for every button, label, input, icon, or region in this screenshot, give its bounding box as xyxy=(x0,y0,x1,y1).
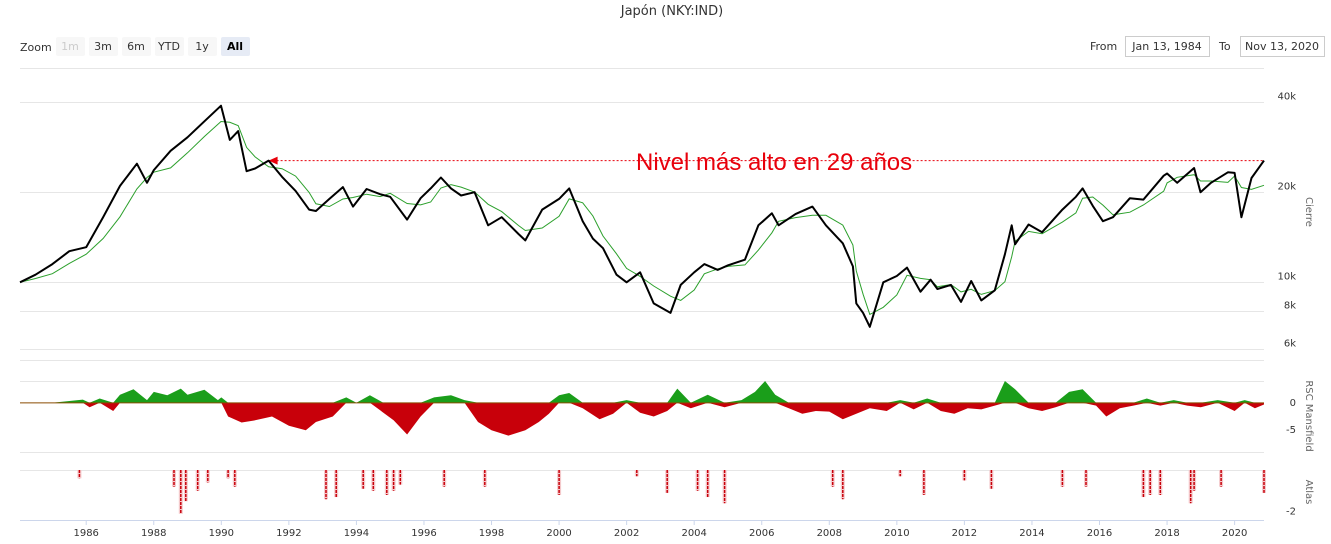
zoom-button-6m[interactable]: 6m xyxy=(122,37,151,56)
chart-title: Japón (NKY:IND) xyxy=(620,4,723,19)
atr-tick-label: -2 xyxy=(1286,507,1296,518)
x-tick-label: 1998 xyxy=(479,528,504,539)
atr-spike-band xyxy=(665,470,670,493)
x-tick-label: 2016 xyxy=(1087,528,1112,539)
x-axis: 1986 1988 1990 1992 1994 1996 1998 2000 2002 2004… xyxy=(73,520,1247,539)
atr-spike-band xyxy=(398,470,403,485)
x-tick-label: 2006 xyxy=(749,528,774,539)
x-tick-label: 2002 xyxy=(614,528,639,539)
zoom-button-label: All xyxy=(227,40,243,53)
x-tick-label: 2012 xyxy=(952,528,977,539)
x-tick-label: 2014 xyxy=(1019,528,1044,539)
atr-y-axis: -2 xyxy=(1286,507,1296,518)
to-date-input[interactable]: Nov 13, 2020 xyxy=(1240,36,1325,57)
zoom-label: Zoom xyxy=(20,41,52,54)
zoom-button-3m[interactable]: 3m xyxy=(89,37,118,56)
price-axis-title: Cierre xyxy=(1303,197,1314,227)
price-panel: 40k 20k 10k 8k 6k Cierre Nivel más alto en 2… xyxy=(19,68,1314,361)
price-tick-label: 8k xyxy=(1284,301,1296,312)
atr-spikes xyxy=(77,470,1266,514)
zoom-button-label: 1y xyxy=(195,40,209,53)
mansfield-gridlines xyxy=(20,381,1264,453)
zoom-button-label: YTD xyxy=(157,40,180,53)
zoom-button-label: 3m xyxy=(94,40,112,53)
from-label: From xyxy=(1090,40,1117,53)
zoom-button-1m[interactable]: 1m xyxy=(56,37,85,56)
x-tick-label: 1994 xyxy=(344,528,369,539)
mansfield-negative-area xyxy=(20,402,1264,436)
price-gridlines xyxy=(20,68,1264,361)
mansfield-axis-title: RSC Mansfield xyxy=(1303,380,1314,451)
atr-spike-band xyxy=(634,470,639,477)
annotation-label: Nivel más alto en 29 años xyxy=(636,149,912,176)
mansfield-tick-label: -5 xyxy=(1286,425,1296,436)
x-tick-label: 2008 xyxy=(817,528,842,539)
zoom-button-label: 1m xyxy=(61,40,79,53)
annotation-arrow xyxy=(268,156,278,165)
x-tick-label: 2000 xyxy=(546,528,571,539)
zoom-button-all[interactable]: All xyxy=(221,37,250,56)
moving-average-line xyxy=(19,120,1265,316)
x-tick-label: 2018 xyxy=(1154,528,1179,539)
atr-axis-title: Atlas xyxy=(1303,480,1314,505)
x-tick-label: 2010 xyxy=(884,528,909,539)
mansfield-tick-label: 0 xyxy=(1290,398,1296,409)
zoom-controls: Zoom 1m 3m 6m YTD 1y All xyxy=(20,37,250,56)
x-tick-label: 2004 xyxy=(681,528,706,539)
price-tick-label: 40k xyxy=(1277,92,1296,103)
price-y-axis: 40k 20k 10k 8k 6k xyxy=(1277,92,1296,350)
atr-spike-band xyxy=(898,470,903,477)
price-line xyxy=(19,104,1265,328)
from-date-input[interactable]: Jan 13, 1984 xyxy=(1125,36,1210,57)
x-tick-label: 2020 xyxy=(1222,528,1247,539)
x-tick-label: 1988 xyxy=(141,528,166,539)
zoom-button-ytd[interactable]: YTD xyxy=(155,37,184,56)
to-date-value: Nov 13, 2020 xyxy=(1245,40,1319,53)
mansfield-positive-area xyxy=(20,381,1264,403)
price-tick-label: 6k xyxy=(1284,339,1296,350)
x-tick-label: 1986 xyxy=(73,528,98,539)
x-tick-label: 1990 xyxy=(209,528,234,539)
atr-spike-band xyxy=(183,470,188,502)
date-range: From Jan 13, 1984 To Nov 13, 2020 xyxy=(1090,36,1325,57)
price-tick-label: 20k xyxy=(1277,182,1296,193)
x-tick-label: 1996 xyxy=(411,528,436,539)
zoom-button-1y[interactable]: 1y xyxy=(188,37,217,56)
x-tick-label: 1992 xyxy=(276,528,301,539)
from-date-value: Jan 13, 1984 xyxy=(1131,40,1201,53)
atr-panel: -2 Atlas xyxy=(20,470,1314,518)
zoom-button-label: 6m xyxy=(127,40,145,53)
atr-spike-band xyxy=(1262,470,1266,493)
mansfield-y-axis: 0 -5 xyxy=(1286,398,1296,436)
to-label: To xyxy=(1218,40,1231,53)
mansfield-panel: 0 -5 RSC Mansfield xyxy=(20,380,1314,453)
price-tick-label: 10k xyxy=(1277,272,1296,283)
